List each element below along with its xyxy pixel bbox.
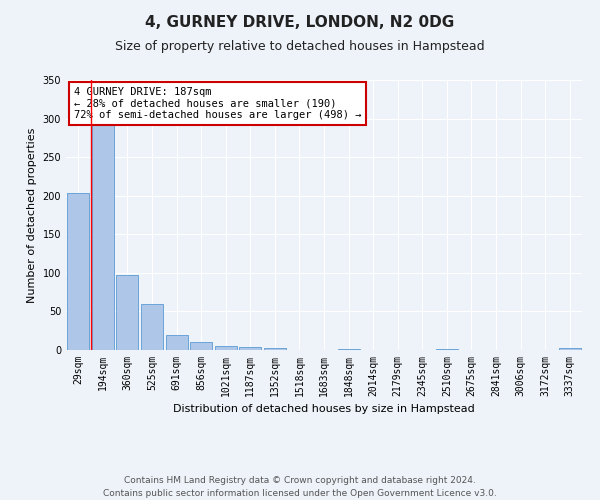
Bar	[239, 347, 262, 350]
Y-axis label: Number of detached properties: Number of detached properties	[27, 128, 37, 302]
Text: 4 GURNEY DRIVE: 187sqm
← 28% of detached houses are smaller (190)
72% of semi-de: 4 GURNEY DRIVE: 187sqm ← 28% of detached…	[74, 87, 361, 120]
Bar	[215, 346, 237, 350]
Bar	[338, 349, 359, 350]
X-axis label: Distribution of detached houses by size in Hampstead: Distribution of detached houses by size …	[173, 404, 475, 414]
Bar	[67, 192, 89, 350]
Text: 4, GURNEY DRIVE, LONDON, N2 0DG: 4, GURNEY DRIVE, LONDON, N2 0DG	[145, 15, 455, 30]
Bar	[116, 275, 139, 350]
Bar	[141, 304, 163, 350]
Text: Size of property relative to detached houses in Hampstead: Size of property relative to detached ho…	[115, 40, 485, 53]
Bar	[264, 348, 286, 350]
Bar	[559, 348, 581, 350]
Text: Contains HM Land Registry data © Crown copyright and database right 2024.
Contai: Contains HM Land Registry data © Crown c…	[103, 476, 497, 498]
Bar	[92, 124, 114, 350]
Bar	[166, 334, 188, 350]
Bar	[436, 349, 458, 350]
Bar	[190, 342, 212, 350]
